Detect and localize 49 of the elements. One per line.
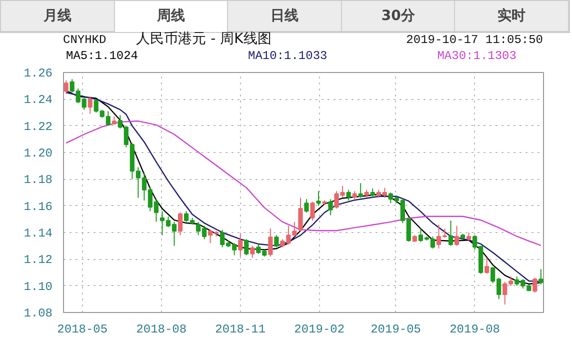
text: 2019-10-17 11:05:50 — [406, 32, 543, 49]
text: 月线 — [1, 1, 115, 32]
y-tick-label: 1.20 — [24, 146, 53, 160]
candlestick — [532, 277, 538, 293]
candlestick — [328, 198, 333, 216]
y-tick-label: 1.16 — [24, 200, 53, 214]
y-tick-label: 1.10 — [24, 280, 53, 294]
text: 周线 — [114, 1, 228, 32]
line-series — [65, 120, 542, 246]
text: MA30:1.1303 — [437, 48, 516, 64]
x-tick-label: 2019-08 — [450, 322, 500, 336]
y-tick-label: 1.14 — [24, 226, 53, 240]
candlestick — [448, 220, 454, 246]
text: MA5:1.1024 — [66, 48, 138, 64]
candlestick — [244, 238, 249, 256]
candlestick — [64, 80, 68, 94]
x-tick-label: 2018-11 — [215, 322, 266, 336]
candlestick — [370, 188, 375, 198]
text: 30分 — [342, 1, 456, 32]
candlestick — [274, 234, 279, 248]
candlestick — [316, 190, 321, 206]
candlestick — [346, 189, 351, 201]
candlestick — [238, 233, 243, 257]
x-tick-label: 2019-05 — [370, 322, 422, 336]
y-tick-label: 1.18 — [24, 173, 53, 188]
x-tick-label: 2019-02 — [294, 322, 345, 336]
candlestick — [454, 225, 460, 246]
text: 日线 — [228, 1, 342, 32]
text: MA10:1.1033 — [248, 48, 328, 64]
candlestick — [310, 201, 315, 221]
x-tick-label: 2018-08 — [136, 322, 187, 336]
y-tick-label: 1.24 — [24, 93, 53, 108]
candlestick — [250, 245, 255, 258]
candlestick — [88, 96, 92, 114]
candlestick — [178, 212, 183, 236]
candlestick — [538, 268, 544, 285]
candlestick — [304, 198, 309, 213]
chart-subtitle: CNYHKD — [63, 32, 106, 49]
candlestick — [298, 197, 303, 232]
text: 实时 — [455, 1, 569, 32]
y-tick-label: 1.08 — [24, 306, 53, 320]
y-tick-label: 1.12 — [24, 253, 53, 268]
x-tick-label: 2018-05 — [57, 322, 108, 336]
chart-title: 人民币港元 - 周K线图 — [136, 31, 272, 48]
candlestick — [268, 228, 273, 257]
y-tick-label: 1.26 — [24, 66, 53, 80]
y-tick-label: 1.22 — [24, 120, 53, 134]
candlestick — [358, 182, 363, 198]
candlestick — [484, 257, 490, 274]
